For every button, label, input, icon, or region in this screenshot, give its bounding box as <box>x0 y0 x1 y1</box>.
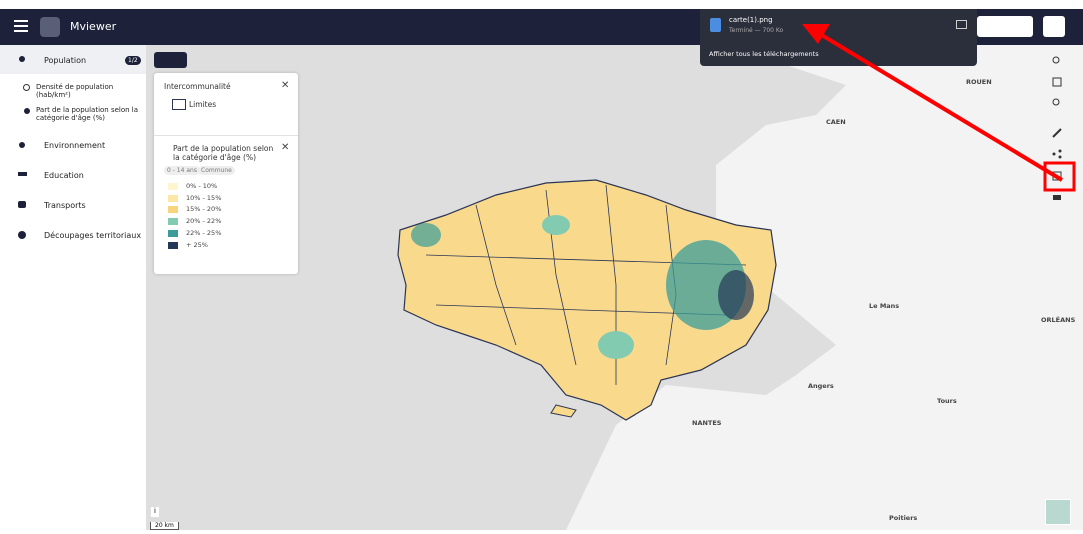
app-name: Mviewer <box>70 20 117 33</box>
close-button[interactable]: ✕ <box>281 80 290 91</box>
file-status: Terminé — 700 Ko <box>729 27 784 34</box>
legend-title: Intercommunalité <box>164 82 231 91</box>
legend-item: 0% - 10% <box>186 182 218 190</box>
place-label: Tours <box>937 397 957 405</box>
zoom-extent[interactable] <box>1048 73 1066 91</box>
share[interactable] <box>1048 145 1066 163</box>
badge: 1/2 <box>125 56 141 65</box>
file-icon <box>710 18 721 32</box>
file-name[interactable]: carte(1).png <box>729 16 773 24</box>
legend-item: 22% - 25% <box>186 228 222 237</box>
legend-title: Part de la population selon la catégorie… <box>173 144 274 162</box>
section-label[interactable]: Population <box>44 56 87 65</box>
place-label: NANTES <box>692 419 722 427</box>
radio[interactable] <box>23 84 30 91</box>
legend-item: 10% - 15% <box>186 193 222 202</box>
legend-item: + 25% <box>186 240 208 249</box>
scale-bar: 20 km <box>150 522 179 530</box>
measure[interactable] <box>1048 124 1066 142</box>
sidebar: Population 1/2 Densité de population (ha… <box>0 45 146 534</box>
place-label: ROUEN <box>966 78 992 86</box>
legend-panel: Intercommunalité ✕ Limites Part de la po… <box>154 73 298 274</box>
place-label: Le Mans <box>869 302 900 310</box>
print[interactable] <box>1048 188 1066 206</box>
home-button[interactable] <box>1043 16 1065 37</box>
chip: 0 - 14 ans <box>164 166 200 175</box>
divider <box>154 135 298 136</box>
place-label: ORLÉANS <box>1041 316 1076 324</box>
legend-swatch <box>168 194 178 202</box>
section-label[interactable]: Découpages territoriaux <box>44 231 142 240</box>
legend-swatch <box>168 183 178 190</box>
info-button[interactable]: i <box>151 507 159 517</box>
search-box[interactable] <box>977 16 1033 37</box>
download-popup: carte(1).png Terminé — 700 Ko Afficher t… <box>700 9 977 66</box>
legend-swatch <box>168 229 178 237</box>
legend-toolbar[interactable] <box>154 52 187 68</box>
legend-swatch <box>168 218 178 226</box>
section-label[interactable]: Environnement <box>44 141 106 150</box>
close-button[interactable]: ✕ <box>281 142 290 153</box>
place-label: CAEN <box>826 118 846 126</box>
basemap-switcher[interactable] <box>1045 499 1071 525</box>
zoom-out[interactable] <box>1048 94 1066 112</box>
place-label: Poitiers <box>889 514 918 522</box>
logo <box>40 17 60 37</box>
section-label[interactable]: Transports <box>44 201 86 210</box>
layer-label[interactable]: Part de la population selon la catégorie… <box>36 106 139 122</box>
radio-checked[interactable] <box>24 108 30 114</box>
legend-swatch <box>168 206 178 214</box>
chip: Commune <box>198 166 235 175</box>
section-label[interactable]: Education <box>44 171 84 180</box>
section-icons <box>18 56 27 239</box>
limit-swatch <box>172 99 186 110</box>
show-all-link[interactable]: Afficher tous les téléchargements <box>709 50 819 58</box>
folder-button[interactable] <box>956 20 967 29</box>
legend-item: Limites <box>189 100 217 109</box>
legend-item: 15% - 20% <box>186 205 222 214</box>
menu-button[interactable] <box>14 20 28 32</box>
layer-label[interactable]: Densité de population (hab/km²) <box>36 83 114 99</box>
place-label: Angers <box>808 382 834 390</box>
export-image[interactable] <box>1048 167 1066 185</box>
zoom-in[interactable] <box>1048 52 1066 70</box>
legend-item: 20% - 22% <box>186 217 222 226</box>
legend-swatch <box>168 241 178 249</box>
